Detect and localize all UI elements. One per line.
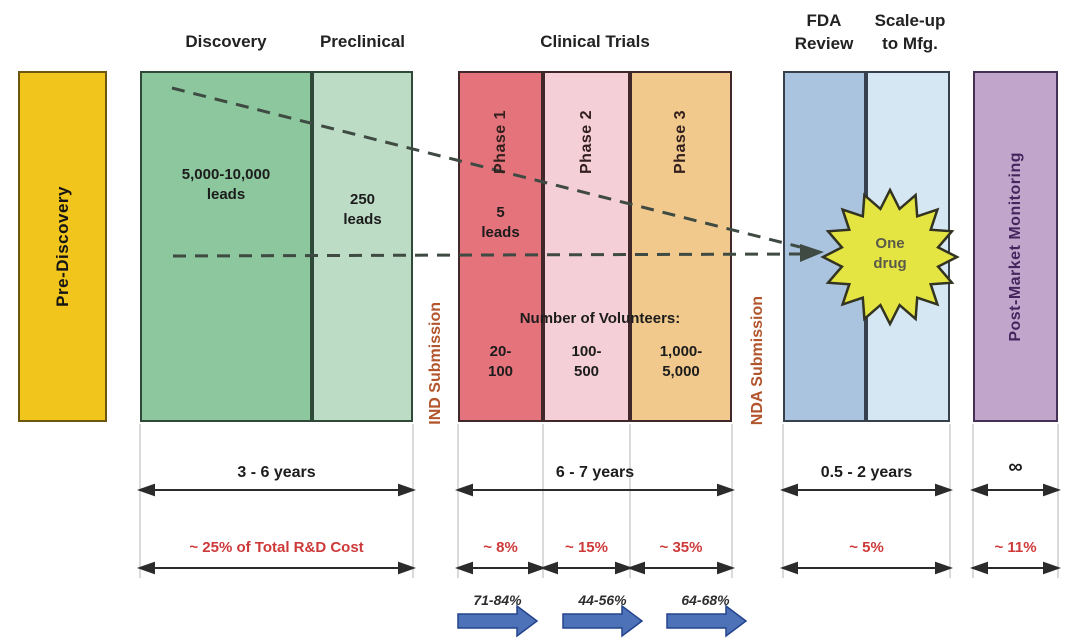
phase3-label: Phase 3 [672,110,689,174]
post-market-label-wrap: Post-Market Monitoring [973,71,1058,422]
volunteers-heading: Number of Volunteers: [519,310,681,327]
funnel-horizontal-dash [172,252,801,258]
phase1-leads: 5 leads [481,204,520,242]
funnel-diagonal-dash [171,86,801,249]
pre-discovery-label-wrap: Pre-Discovery [18,71,107,422]
discovery-cost: ~ 25% of Total R&D Cost [189,539,364,556]
duration-arrows [137,483,1061,497]
phase1-label-wrap: Phase 1 [458,87,543,197]
phase3-success-rate: 64-68% [681,592,730,608]
discovery-leads: 5,000-10,000 leads [181,166,271,204]
phase1-label: Phase 1 [491,110,509,174]
fda-review-header: FDA Review [794,11,854,53]
funnel-arrowhead [800,244,824,262]
phase3-success-arrow [666,604,748,638]
phase3-box [630,71,732,422]
scale-up-header: Scale-up to Mfg. [874,11,946,53]
ind-submission-wrap: IND Submission [413,71,458,425]
phase2-success-arrow [562,604,644,638]
preclinical-header: Preclinical [319,32,406,51]
discovery-box [140,71,312,422]
discovery-years: 3 - 6 years [237,464,316,481]
phase2-box [543,71,630,422]
discovery-header: Discovery [185,32,267,51]
fda-years: 0.5 - 2 years [820,464,913,481]
preclinical-box [312,71,413,422]
phase2-cost: ~ 15% [565,539,608,556]
phase1-success-arrow [457,604,539,638]
post-market-box [973,71,1058,422]
guide-lines [139,424,1059,578]
clinical-years: 6 - 7 years [555,464,635,481]
funnel-dashed-lines [171,86,801,258]
fda-cost: ~ 5% [849,539,884,556]
phase3-cost: ~ 35% [659,539,703,556]
nda-submission-wrap: NDA Submission [732,71,783,425]
pre-discovery-label: Pre-Discovery [52,186,72,307]
phase2-success-rate: 44-56% [578,592,627,608]
post-market-cost: ~ 11% [994,539,1037,556]
phase1-volunteers: 20- 100 [487,343,514,381]
one-drug-star [820,187,960,327]
post-market-label: Post-Market Monitoring [1006,151,1024,342]
phase2-label-wrap: Phase 2 [543,87,630,197]
nda-submission-label: NDA Submission [748,295,766,425]
clinical-trials-header: Clinical Trials [540,32,650,51]
phase3-volunteers: 1,000- 5,000 [659,343,703,381]
pre-discovery-box [18,71,107,422]
cost-arrows [137,561,1061,575]
phase2-volunteers: 100- 500 [571,343,602,381]
phase1-box [458,71,543,422]
success-rate-arrows [457,604,748,638]
one-drug-label: One drug [873,235,907,273]
phase1-success-rate: 71-84% [473,592,522,608]
preclinical-leads: 250 leads [343,191,382,229]
phase2-label: Phase 2 [577,110,595,174]
phase1-cost: ~ 8% [483,539,518,556]
phase3-label-wrap: Phase 3 [630,87,732,197]
post-market-years-infinity: ∞ [1008,456,1023,478]
ind-submission-label: IND Submission [426,302,444,425]
